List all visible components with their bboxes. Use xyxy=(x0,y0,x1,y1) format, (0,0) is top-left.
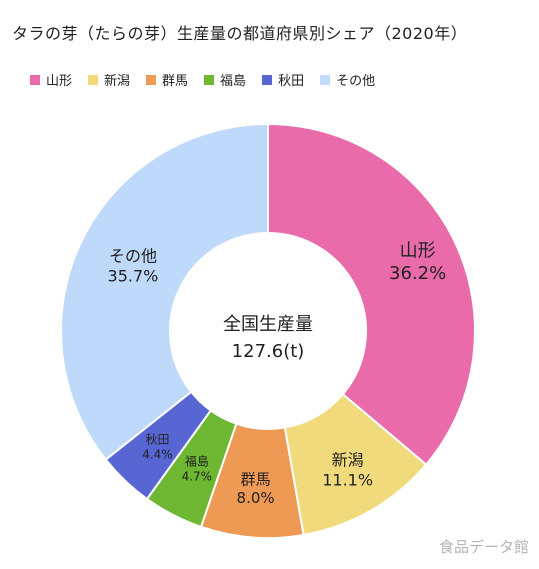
legend-label: 秋田 xyxy=(278,74,305,89)
legend-label: 新潟 xyxy=(104,74,131,89)
legend-label: 福島 xyxy=(220,74,247,89)
slice-value-label: 4.4% xyxy=(142,447,173,461)
slice-value-label: 36.2% xyxy=(389,263,446,284)
slice-label: 福島 xyxy=(185,453,209,468)
legend-swatch xyxy=(146,74,157,85)
chart-legend: 山形 新潟 群馬 福島 秋田 その他 xyxy=(30,70,375,89)
chart-title: タラの芽（たらの芽）生産量の都道府県別シェア（2020年） xyxy=(12,24,468,43)
slice-value-label: 4.7% xyxy=(182,469,213,483)
legend-item: 群馬 xyxy=(146,70,188,89)
slice-label: 新潟 xyxy=(332,450,364,469)
slice-label: 山形 xyxy=(400,241,436,262)
legend-item: 新潟 xyxy=(88,70,130,89)
legend-swatch xyxy=(320,74,331,85)
slice-label: 群馬 xyxy=(241,470,271,488)
legend-swatch xyxy=(88,74,99,85)
slice-value-label: 8.0% xyxy=(237,489,275,507)
legend-swatch xyxy=(30,74,40,85)
center-label: 全国生産量 xyxy=(223,314,313,335)
donut-slice xyxy=(60,122,269,461)
donut-slice xyxy=(267,122,476,466)
legend-swatch xyxy=(262,74,273,85)
slice-label: その他 xyxy=(109,246,157,265)
center-value: 127.6(t) xyxy=(232,341,305,362)
legend-label: 山形 xyxy=(46,74,73,89)
legend-label: その他 xyxy=(336,74,376,89)
watermark: 食品データ館 xyxy=(438,538,529,556)
legend-item: 山形 xyxy=(30,70,72,89)
slice-value-label: 11.1% xyxy=(322,470,373,489)
legend-label: 群馬 xyxy=(162,74,189,89)
legend-item: その他 xyxy=(320,70,375,89)
slice-value-label: 35.7% xyxy=(108,266,159,285)
legend-item: 秋田 xyxy=(262,70,304,89)
legend-swatch xyxy=(204,74,215,85)
slice-label: 秋田 xyxy=(145,432,169,446)
legend-item: 福島 xyxy=(204,70,246,89)
